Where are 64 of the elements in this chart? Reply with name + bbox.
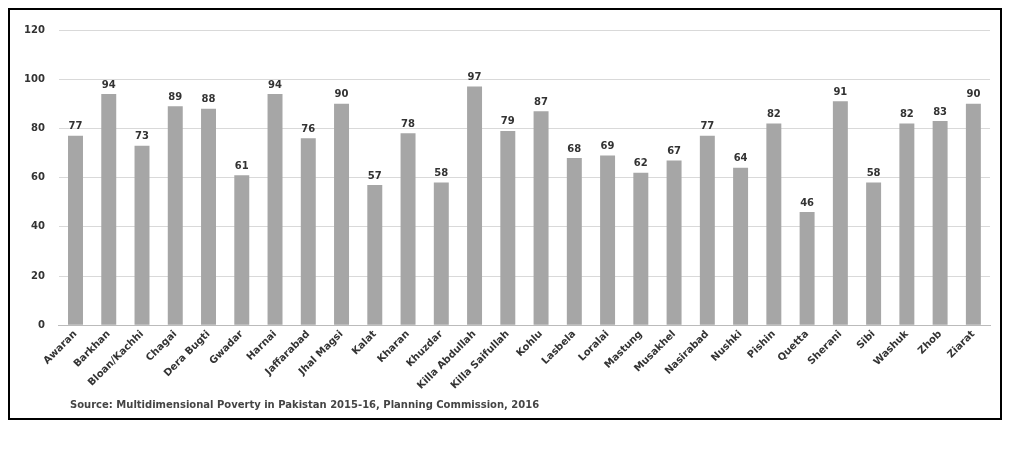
bar (600, 155, 616, 325)
y-tick-label: 40 (30, 220, 45, 232)
y-tick-label: 100 (24, 72, 45, 84)
bar (932, 121, 948, 325)
bar (433, 182, 449, 325)
data-label: 79 (500, 115, 515, 127)
bar (201, 108, 216, 325)
data-label: 77 (700, 120, 715, 132)
bar (467, 86, 483, 325)
data-label: 57 (367, 169, 382, 181)
bar (766, 123, 782, 325)
bar (167, 106, 183, 325)
data-label: 88 (201, 93, 216, 105)
data-label: 77 (68, 120, 83, 132)
bar (965, 103, 981, 325)
data-label: 83 (933, 105, 948, 117)
bar (300, 138, 316, 325)
source-note: Source: Multidimensional Poverty in Pakistan 2015-16, Planning Commission, 2016 (69, 398, 541, 412)
data-label: 58 (866, 167, 881, 179)
data-label: 97 (467, 71, 482, 83)
data-label: 64 (733, 152, 748, 164)
bar (134, 145, 150, 325)
bar (799, 212, 815, 325)
bar (500, 130, 516, 325)
bar (68, 135, 83, 325)
bar (699, 135, 715, 325)
data-label: 87 (534, 95, 549, 107)
data-label: 62 (633, 157, 648, 169)
data-label: 58 (434, 167, 449, 179)
data-label: 68 (567, 142, 582, 154)
bar (533, 111, 549, 325)
bar (733, 167, 749, 325)
bar (234, 175, 250, 325)
data-label: 76 (301, 122, 316, 134)
bar (400, 133, 416, 325)
data-label: 94 (268, 78, 283, 90)
data-label: 78 (401, 117, 416, 129)
data-label: 67 (667, 144, 682, 156)
bar (267, 93, 283, 325)
bar (866, 182, 882, 325)
y-tick-label: 120 (24, 23, 45, 35)
y-tick-label: 0 (37, 318, 45, 330)
bar (334, 103, 350, 325)
bar (101, 93, 117, 325)
bar (666, 160, 682, 325)
data-label: 61 (234, 159, 249, 171)
data-label: 90 (966, 88, 981, 100)
data-label: 89 (168, 90, 183, 102)
y-tick-label: 60 (30, 171, 45, 183)
data-label: 73 (135, 130, 150, 142)
y-tick-label: 20 (30, 269, 45, 281)
data-label: 90 (334, 88, 349, 100)
data-label: 94 (101, 78, 116, 90)
y-tick-label: 80 (30, 122, 45, 134)
data-label: 82 (766, 108, 781, 120)
data-label: 69 (600, 140, 615, 152)
bar (566, 157, 582, 325)
data-label: 82 (899, 108, 914, 120)
data-label: 46 (800, 196, 815, 208)
bar (633, 172, 649, 325)
bar (832, 101, 848, 325)
bar (899, 123, 915, 325)
data-label: 91 (833, 85, 848, 97)
bar (367, 185, 383, 325)
